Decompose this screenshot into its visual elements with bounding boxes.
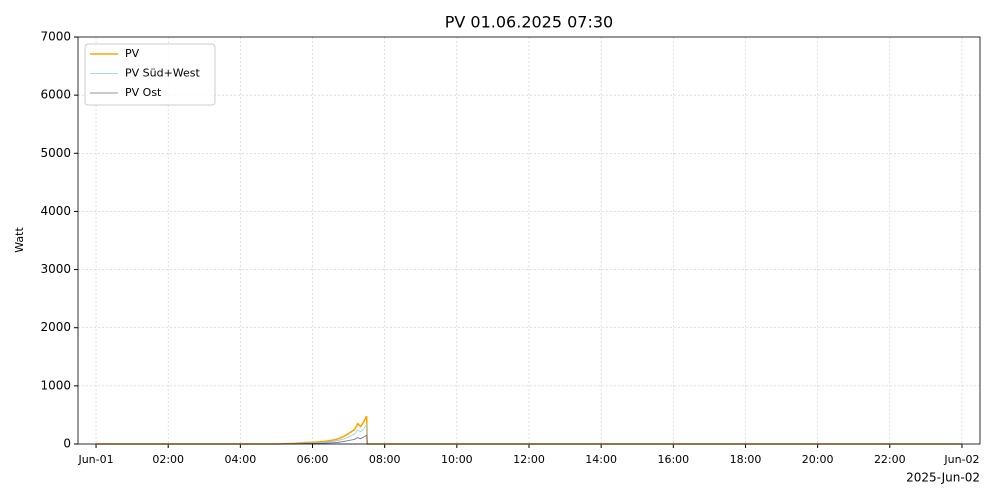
x-offset-label: 2025-Jun-02 (906, 471, 980, 485)
series-line (96, 423, 962, 445)
series-line (96, 434, 962, 445)
y-axis-label: Watt (13, 227, 26, 253)
legend-label: PV (125, 47, 140, 60)
y-tick-label: 7000 (40, 30, 71, 44)
legend-label: PV Süd+West (125, 67, 201, 80)
y-tick-label: 5000 (40, 146, 71, 160)
series-line (96, 415, 962, 445)
y-tick-label: 4000 (40, 204, 71, 218)
x-tick-label: 14:00 (585, 453, 617, 466)
x-tick-label: Jun-01 (77, 453, 113, 466)
x-tick-label: Jun-02 (943, 453, 979, 466)
y-tick-label: 3000 (40, 262, 71, 276)
legend: PV PV Süd+West PV Ost (84, 43, 216, 106)
y-tick-label: 2000 (40, 320, 71, 334)
x-tick-label: 18:00 (730, 453, 762, 466)
y-tick-label: 6000 (40, 88, 71, 102)
plot-frame (77, 36, 981, 445)
x-tick-label: 04:00 (225, 453, 257, 466)
x-tick-label: 12:00 (513, 453, 545, 466)
legend-box (84, 43, 216, 106)
legend-label: PV Ost (125, 86, 162, 99)
x-tick-label: 16:00 (657, 453, 689, 466)
x-tick-label: 02:00 (152, 453, 184, 466)
x-tick-label: 06:00 (297, 453, 329, 466)
x-tick-label: 22:00 (874, 453, 906, 466)
x-tick-label: 10:00 (441, 453, 473, 466)
x-tick-label: 08:00 (369, 453, 401, 466)
chart-title: PV 01.06.2025 07:30 (445, 13, 613, 32)
x-tick-label: 20:00 (802, 453, 834, 466)
y-tick-label: 1000 (40, 378, 71, 392)
y-tick-label: 0 (63, 437, 71, 451)
